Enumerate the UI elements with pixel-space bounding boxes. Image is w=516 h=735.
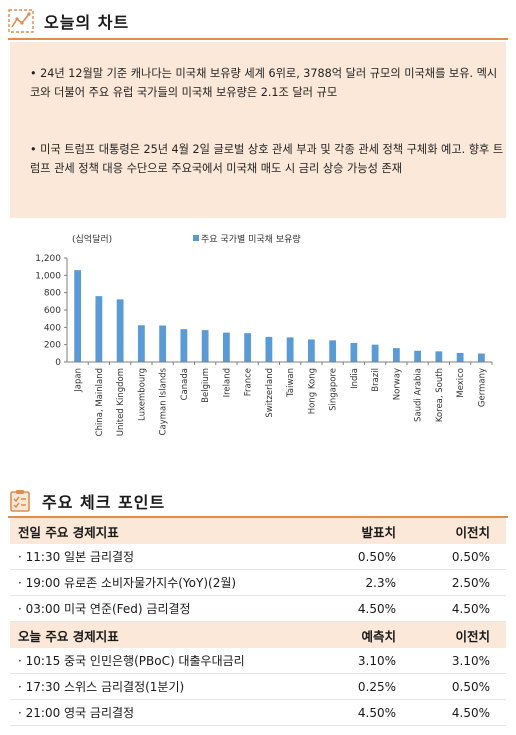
- bar: [116, 299, 124, 362]
- actual-value: 4.50%: [357, 601, 396, 616]
- indicator-name: · 03:00 미국 연준(Fed) 금리결정: [18, 602, 191, 616]
- bar: [74, 270, 82, 362]
- previous-value: 3.10%: [451, 653, 490, 668]
- previous-value: 0.50%: [451, 549, 490, 564]
- chart-section-title: 오늘의 차트: [44, 13, 130, 32]
- category-label: Germany: [477, 368, 487, 407]
- bar: [392, 348, 400, 362]
- header-forecast: 예측치: [361, 628, 396, 644]
- forecast-value: 4.50%: [357, 705, 396, 720]
- line-chart-icon: [8, 9, 34, 33]
- actual-value: 0.50%: [357, 549, 396, 564]
- bar: [371, 344, 379, 362]
- bars: [74, 270, 485, 362]
- forecast-value: 0.25%: [357, 679, 396, 694]
- category-label: Canada: [180, 368, 190, 400]
- previous-value: 4.50%: [451, 705, 490, 720]
- bar: [435, 351, 443, 362]
- header-indicator: 오늘 주요 경제지표: [18, 628, 119, 644]
- category-label: Japan: [74, 368, 84, 393]
- indicator-name: · 11:30 일본 금리결정: [18, 550, 135, 564]
- bar: [265, 336, 273, 362]
- category-label: Belgium: [201, 368, 211, 403]
- category-label: India: [350, 368, 360, 389]
- table-row: · 10:15 중국 인민은행(PBoC) 대출우대금리 3.10% 3.10%: [10, 648, 506, 674]
- legend-swatch: [193, 235, 199, 241]
- table-header: 전일 주요 경제지표 발표치 이전치: [10, 518, 506, 544]
- table-header: 오늘 주요 경제지표 예측치 이전치: [10, 622, 506, 648]
- bar: [286, 337, 294, 362]
- bar: [180, 329, 188, 362]
- y-tick-label: 0: [55, 358, 61, 368]
- category-label: United Kingdom: [116, 368, 126, 436]
- table-row: · 19:00 유로존 소비자물가지수(YoY)(2월) 2.3% 2.50%: [10, 570, 506, 596]
- category-label: Taiwan: [286, 368, 296, 398]
- bar: [137, 325, 145, 362]
- category-label: China, Mainland: [95, 368, 105, 436]
- check-section-header: 주요 체크 포인트: [8, 486, 508, 516]
- summary-panel: • 24년 12월말 기준 캐나다는 미국채 보유량 세계 6위로, 3788억…: [10, 42, 506, 218]
- y-tick-label: 600: [44, 306, 61, 316]
- chart-unit-label: (십억달러): [72, 233, 112, 245]
- category-label: Norway: [392, 368, 402, 400]
- check-header-divider: [8, 516, 508, 518]
- y-axis: 0 200 400 600 800 1,000 1,200: [35, 254, 68, 368]
- y-tick-label: 800: [44, 289, 61, 299]
- bar: [159, 325, 167, 362]
- prev-day-indicators-table: 전일 주요 경제지표 발표치 이전치 · 11:30 일본 금리결정 0.50%…: [10, 518, 506, 622]
- indicator-name: · 10:15 중국 인민은행(PBoC) 대출우대금리: [18, 654, 245, 668]
- table-row: · 03:00 미국 연준(Fed) 금리결정 4.50% 4.50%: [10, 596, 506, 622]
- bar: [350, 342, 358, 362]
- category-label: Ireland: [222, 368, 232, 397]
- category-label: Korea, South: [435, 368, 445, 422]
- bar: [95, 296, 103, 362]
- bar: [222, 332, 230, 362]
- actual-value: 2.3%: [365, 575, 397, 590]
- category-label: Singapore: [329, 368, 339, 411]
- bar: [477, 353, 485, 362]
- category-label: Switzerland: [265, 368, 275, 418]
- check-section-title: 주요 체크 포인트: [42, 493, 166, 512]
- summary-bullet-2: • 미국 트럼프 대통령은 25년 4월 2일 글로벌 상호 관세 부과 및 각…: [30, 143, 504, 175]
- chart-header-divider: [8, 38, 508, 40]
- bar: [414, 350, 422, 362]
- treasury-holdings-bar-chart: (십억달러) 주요 국가별 미국채 보유량 0 200 400 600 800 1,000…: [35, 233, 493, 436]
- y-tick-label: 200: [44, 341, 61, 351]
- y-tick-label: 1,000: [35, 271, 61, 281]
- category-label: Cayman Islands: [159, 367, 169, 435]
- header-previous: 이전치: [455, 628, 490, 644]
- table-row: · 11:30 일본 금리결정 0.50% 0.50%: [10, 544, 506, 570]
- x-axis: Japan China, Mainland United Kingdom Luxemb…: [67, 361, 493, 436]
- y-tick-label: 400: [44, 323, 61, 333]
- category-label: Luxembourg: [137, 368, 147, 421]
- previous-value: 0.50%: [451, 679, 490, 694]
- category-label: Brazil: [371, 368, 381, 392]
- header-previous: 이전치: [455, 524, 490, 540]
- table-row: · 21:00 영국 금리결정 4.50% 4.50%: [10, 700, 506, 726]
- chart-section-header: 오늘의 차트: [8, 6, 508, 36]
- indicator-name: · 19:00 유로존 소비자물가지수(YoY)(2월): [18, 576, 237, 590]
- table-row: · 17:30 스위스 금리결정(1분기) 0.25% 0.50%: [10, 674, 506, 700]
- indicator-name: · 21:00 영국 금리결정: [18, 706, 135, 720]
- bar: [329, 340, 337, 362]
- bar: [456, 352, 464, 362]
- legend-label: 주요 국가별 미국채 보유량: [201, 233, 301, 245]
- forecast-value: 3.10%: [357, 653, 396, 668]
- today-indicators-table: 오늘 주요 경제지표 예측치 이전치 · 10:15 중국 인민은행(PBoC)…: [10, 622, 506, 726]
- category-label: Mexico: [456, 368, 466, 398]
- category-label: France: [244, 368, 254, 396]
- previous-value: 4.50%: [451, 601, 490, 616]
- bar: [244, 333, 252, 362]
- category-label: Saudi Arabia: [414, 368, 424, 422]
- checklist-icon: [8, 489, 32, 513]
- previous-value: 2.50%: [451, 575, 490, 590]
- category-label: Hong Kong: [307, 368, 317, 414]
- header-indicator: 전일 주요 경제지표: [18, 524, 119, 540]
- bar: [201, 330, 209, 362]
- summary-bullet-1: • 24년 12월말 기준 캐나다는 미국채 보유량 세계 6위로, 3788억…: [30, 67, 498, 99]
- bar: [307, 339, 315, 362]
- y-tick-label: 1,200: [35, 254, 61, 264]
- indicator-name: · 17:30 스위스 금리결정(1분기): [18, 680, 185, 694]
- header-actual: 발표치: [361, 524, 396, 540]
